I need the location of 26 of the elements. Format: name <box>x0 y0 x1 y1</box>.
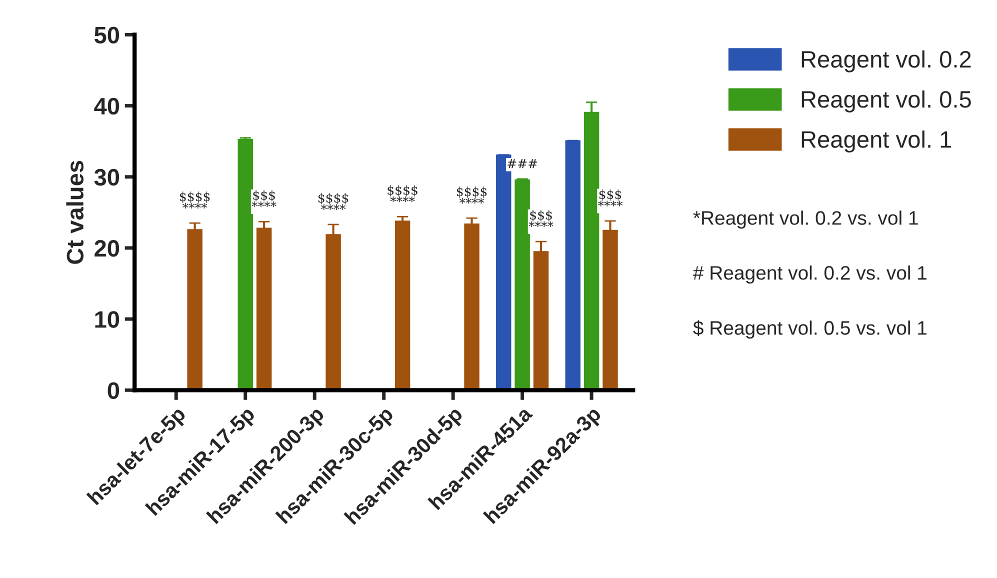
y-tick-label: 0 <box>108 382 120 399</box>
bar <box>238 138 253 390</box>
y-tick-label: 40 <box>94 98 120 115</box>
bar <box>464 223 480 390</box>
data-label: $$$$ **** <box>388 185 418 202</box>
y-tick-label: 50 <box>94 26 120 44</box>
data-label: $$$ **** <box>528 210 554 228</box>
text: $ Reagent vol. 0.5 vs. vol 1 <box>693 320 927 339</box>
data-label: $$$ **** <box>598 189 623 206</box>
data-label: $$$$ **** <box>180 192 210 209</box>
text: # Reagent vol. 0.2 vs. vol 1 <box>693 265 927 284</box>
y-axis-title: Ct values <box>66 160 84 264</box>
legend-label: Reagent vol. 1 <box>802 130 952 153</box>
legend-label: Reagent vol. 0.5 <box>802 90 971 112</box>
bar <box>394 220 410 390</box>
data-label: ### <box>508 159 538 168</box>
data-label: $$$$ **** <box>318 192 348 210</box>
y-tick-label: 30 <box>94 168 120 186</box>
data-label: $$$ **** <box>252 190 276 208</box>
text: *Reagent vol. 0.2 vs. vol 1 <box>693 210 918 229</box>
data-label: $$$$ **** <box>456 186 487 204</box>
bar <box>565 140 580 390</box>
y-tick-label: 20 <box>94 240 120 257</box>
y-tick-label: 10 <box>95 311 120 328</box>
bar <box>514 179 530 390</box>
legend-label: Reagent vol. 0.2 <box>802 50 971 72</box>
